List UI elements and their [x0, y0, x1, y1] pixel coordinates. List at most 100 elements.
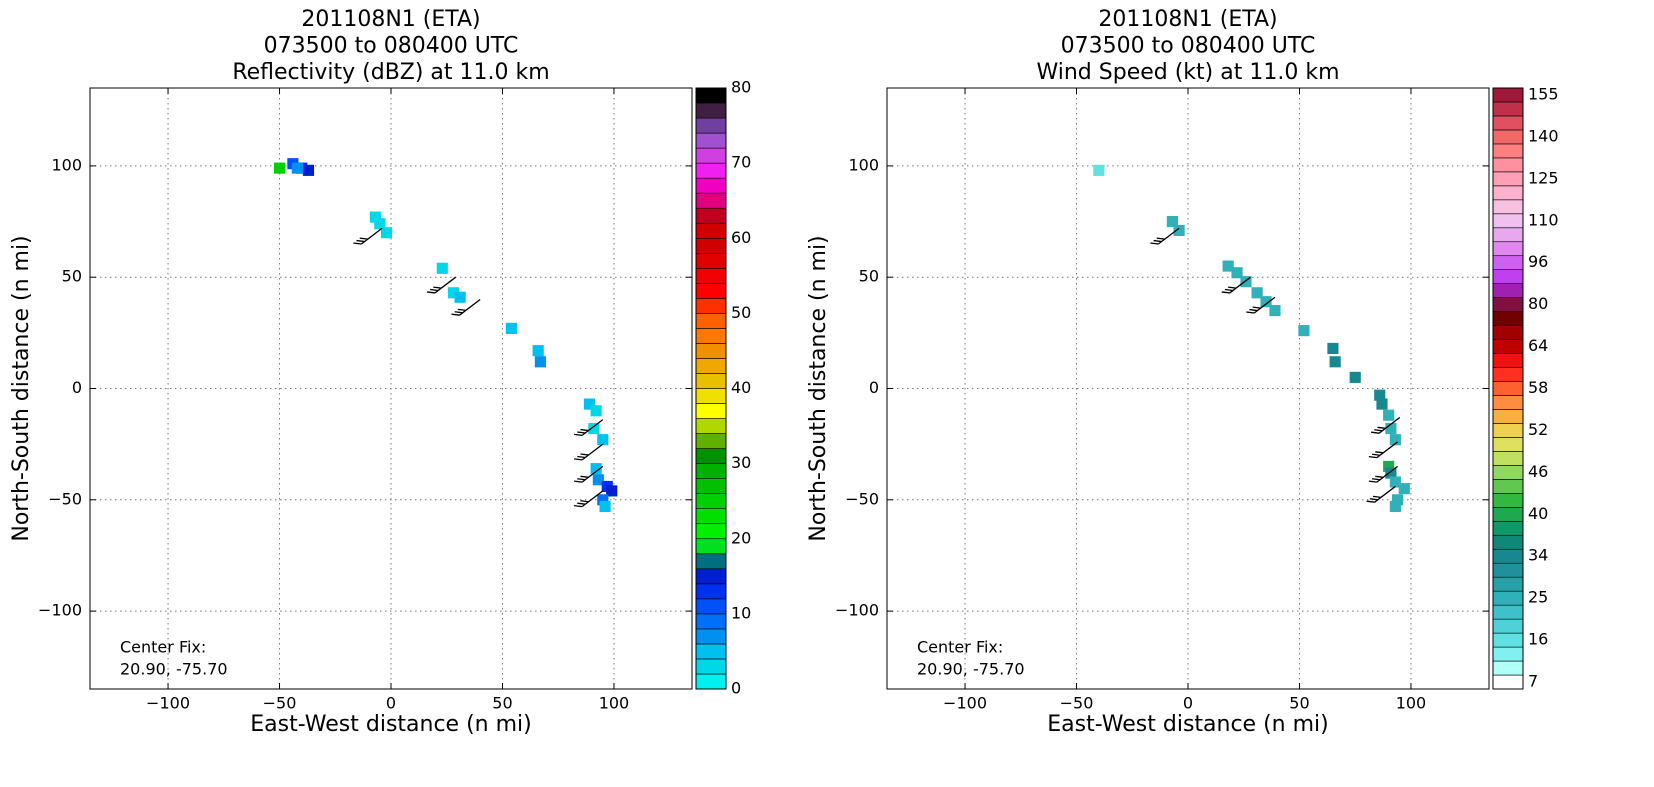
- wind-barb: [574, 419, 604, 437]
- colorbar-tick-label: 10: [731, 603, 751, 622]
- plot-area: [1093, 164, 1410, 513]
- x-tick-label: −100: [146, 694, 190, 713]
- colorbar-box: [695, 192, 727, 209]
- colorbar-box: [695, 628, 727, 645]
- colorbar-box: [1492, 409, 1524, 424]
- data-cell: [380, 227, 393, 239]
- colorbar-box: [1492, 493, 1524, 508]
- data-cell: [1376, 398, 1388, 410]
- x-tick-label: −50: [263, 694, 297, 713]
- data-cell: [599, 500, 611, 513]
- data-cell: [447, 287, 460, 299]
- data-cell: [1329, 356, 1341, 368]
- colorbar-box: [695, 328, 727, 344]
- data-cell: [1389, 476, 1401, 488]
- y-tick-label: 50: [62, 267, 82, 286]
- colorbar-box: [695, 207, 727, 224]
- colorbar-box: [1492, 297, 1524, 312]
- colorbar-box: [1492, 157, 1524, 173]
- y-axis-label: North-South distance (n mi): [806, 235, 831, 541]
- x-tick-label: 0: [386, 694, 396, 713]
- colorbar-box: [1492, 101, 1524, 117]
- wind-barb: [1221, 276, 1251, 294]
- colorbar-box: [1492, 283, 1524, 298]
- colorbar-tick-label: 40: [1528, 504, 1548, 523]
- colorbar-tick-label: 7: [1528, 672, 1538, 691]
- colorbar-box: [1492, 269, 1524, 284]
- colorbar-tick-label: 0: [731, 679, 741, 698]
- colorbar-box: [1492, 576, 1524, 592]
- colorbar-box: [695, 568, 727, 585]
- colorbar-tick-label: 70: [731, 153, 751, 172]
- x-axis-label: East-West distance (n mi): [1047, 712, 1328, 737]
- colorbar-box: [1492, 562, 1524, 578]
- colorbar-box: [695, 222, 727, 239]
- colorbar-tick-label: 64: [1528, 336, 1548, 355]
- colorbar-frame: [1492, 87, 1524, 690]
- x-tick-label: 100: [599, 694, 630, 713]
- y-tick-label: −100: [835, 601, 879, 620]
- colorbar-box: [695, 493, 727, 509]
- colorbar-tick-label: 40: [731, 378, 751, 397]
- data-cell: [588, 423, 600, 435]
- x-tick-label: 50: [492, 694, 512, 713]
- data-cell: [1231, 267, 1243, 279]
- colorbar-box: [1492, 618, 1524, 634]
- wind-barb: [1150, 227, 1180, 245]
- colorbar-box: [695, 132, 727, 149]
- colorbar-box: [695, 673, 727, 690]
- colorbar-tick-label: 60: [731, 228, 751, 247]
- colorbar-box: [695, 598, 727, 615]
- y-tick-label: −100: [38, 601, 82, 620]
- data-cell: [532, 345, 544, 357]
- colorbar-box: [1492, 241, 1524, 257]
- colorbar-box: [1492, 143, 1524, 159]
- colorbar-box: [695, 117, 727, 134]
- annotation: 20.90, -75.70: [917, 660, 1025, 679]
- colorbar-box: [1492, 325, 1524, 340]
- data-cell: [1251, 287, 1263, 299]
- x-tick-label: 0: [1183, 694, 1193, 713]
- colorbar-box: [695, 403, 727, 419]
- axes-frame: [89, 87, 693, 690]
- y-tick-label: −50: [48, 489, 82, 508]
- colorbar-tick-label: 25: [1528, 588, 1548, 607]
- chart-title: Reflectivity (dBZ) at 11.0 km: [232, 60, 549, 85]
- chart-title: 201108N1 (ETA): [1098, 7, 1277, 32]
- wind-barb: [1366, 485, 1396, 503]
- data-cell: [534, 356, 546, 368]
- data-cell: [1389, 500, 1401, 513]
- colorbar-box: [695, 147, 727, 164]
- colorbar-box: [695, 388, 727, 404]
- data-cell: [597, 494, 609, 506]
- y-tick-label: 0: [72, 378, 82, 397]
- wind-barb: [353, 227, 383, 245]
- y-axis-label: North-South distance (n mi): [9, 235, 34, 541]
- plot-area: [273, 158, 618, 513]
- data-cell: [1392, 494, 1404, 506]
- colorbar-tick-label: 110: [1528, 210, 1559, 229]
- data-cell: [291, 162, 303, 174]
- colorbar-box: [695, 102, 727, 119]
- y-tick-label: 100: [51, 155, 82, 174]
- data-cell: [1374, 389, 1386, 401]
- y-tick-label: 0: [869, 378, 879, 397]
- wind-barb: [574, 490, 604, 508]
- colorbar-tick-label: 96: [1528, 252, 1548, 271]
- colorbar-box: [1492, 185, 1524, 201]
- x-tick-label: 100: [1396, 694, 1427, 713]
- colorbar-box: [695, 613, 727, 630]
- annotation: Center Fix:: [120, 638, 206, 657]
- colorbar-tick-label: 140: [1528, 126, 1559, 145]
- colorbar-tick-label: 155: [1528, 84, 1559, 103]
- colorbar-box: [695, 658, 727, 675]
- colorbar-box: [695, 313, 727, 329]
- colorbar-box: [1492, 451, 1524, 466]
- colorbar-box: [1492, 520, 1524, 536]
- data-cell: [454, 291, 466, 303]
- colorbar-box: [1492, 548, 1524, 564]
- colorbar-box: [1492, 367, 1524, 382]
- colorbar-box: [1492, 590, 1524, 606]
- colorbar-box: [695, 538, 727, 555]
